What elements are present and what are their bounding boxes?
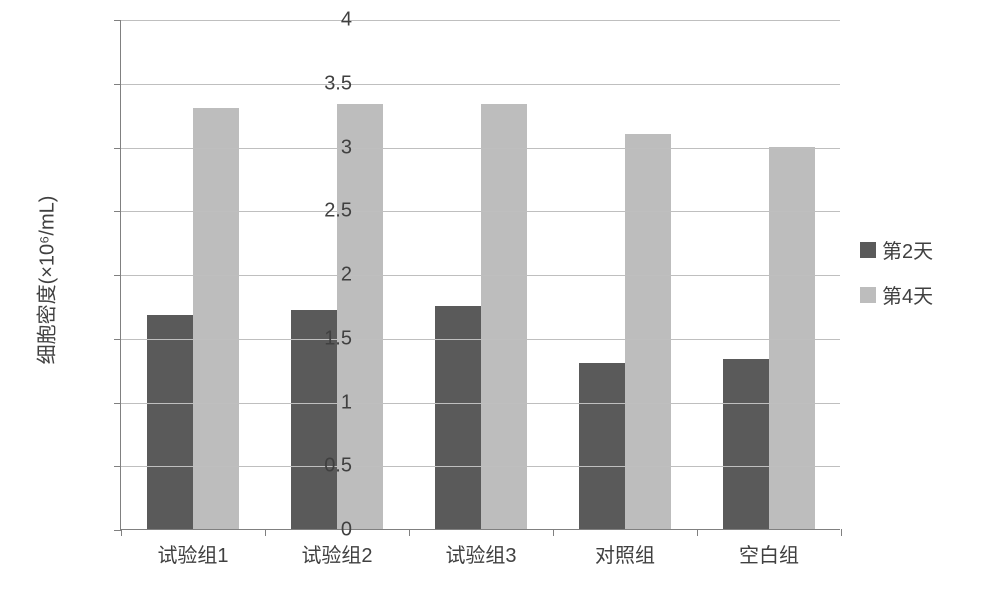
y-tick xyxy=(114,211,121,212)
y-tick xyxy=(114,148,121,149)
x-tick xyxy=(841,529,842,536)
y-tick-label: 3 xyxy=(312,136,352,159)
bar xyxy=(723,359,769,529)
chart-container: 细胞密度(×10⁶/mL) 试验组1试验组2试验组3对照组空白组 第2天 第4天… xyxy=(20,10,980,590)
y-tick-label: 2 xyxy=(312,264,352,287)
y-tick-label: 4 xyxy=(312,9,352,32)
x-tick xyxy=(121,529,122,536)
y-axis-label: 细胞密度(×10⁶/mL) xyxy=(31,196,60,365)
y-tick xyxy=(114,403,121,404)
y-tick-label: 2.5 xyxy=(312,200,352,223)
x-tick xyxy=(265,529,266,536)
y-tick-label: 0 xyxy=(312,519,352,542)
bar xyxy=(769,147,815,530)
gridline xyxy=(121,339,840,340)
bar xyxy=(147,315,193,529)
gridline xyxy=(121,148,840,149)
legend-item: 第2天 xyxy=(860,235,933,264)
gridline xyxy=(121,403,840,404)
y-tick xyxy=(114,530,121,531)
y-tick-label: 1 xyxy=(312,391,352,414)
legend: 第2天 第4天 xyxy=(860,235,933,325)
x-tick xyxy=(697,529,698,536)
legend-label: 第4天 xyxy=(882,280,933,309)
y-tick xyxy=(114,84,121,85)
y-tick-label: 0.5 xyxy=(312,455,352,478)
gridline xyxy=(121,84,840,85)
gridline xyxy=(121,466,840,467)
legend-item: 第4天 xyxy=(860,280,933,309)
y-tick-label: 1.5 xyxy=(312,327,352,350)
x-tick-label: 试验组3 xyxy=(421,539,541,568)
gridline xyxy=(121,275,840,276)
x-tick-label: 试验组2 xyxy=(277,539,397,568)
x-tick-label: 试验组1 xyxy=(133,539,253,568)
x-tick xyxy=(553,529,554,536)
gridline xyxy=(121,20,840,21)
legend-swatch-icon xyxy=(860,242,876,258)
bar xyxy=(579,363,625,529)
y-tick xyxy=(114,275,121,276)
x-tick xyxy=(409,529,410,536)
plot-area: 试验组1试验组2试验组3对照组空白组 xyxy=(120,20,840,530)
y-tick-label: 3.5 xyxy=(312,72,352,95)
x-tick-label: 对照组 xyxy=(565,539,685,568)
legend-swatch-icon xyxy=(860,287,876,303)
legend-label: 第2天 xyxy=(882,235,933,264)
x-tick-label: 空白组 xyxy=(709,539,829,568)
bar xyxy=(625,134,671,529)
gridline xyxy=(121,211,840,212)
y-tick xyxy=(114,339,121,340)
y-tick xyxy=(114,466,121,467)
y-tick xyxy=(114,20,121,21)
